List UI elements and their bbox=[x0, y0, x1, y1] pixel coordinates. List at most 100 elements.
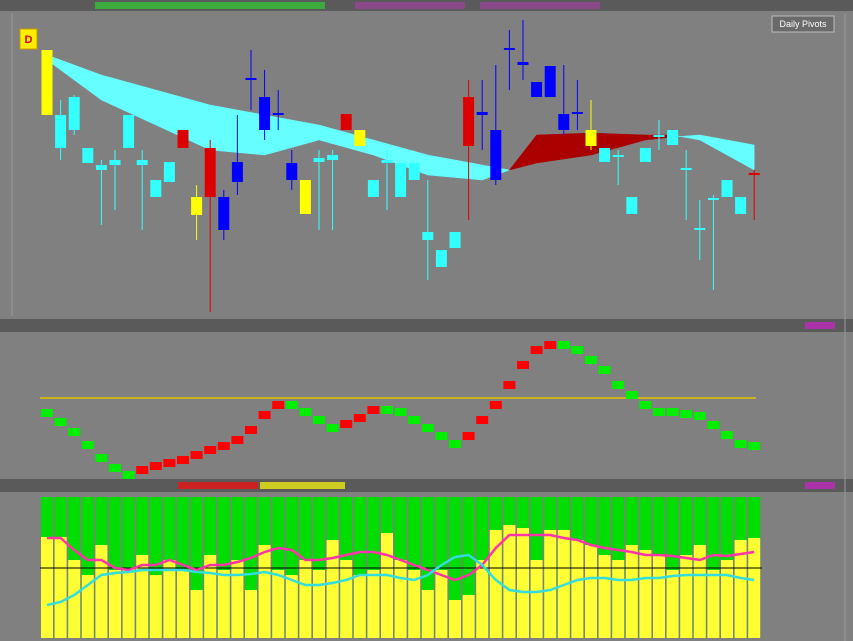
candle-body bbox=[41, 50, 53, 115]
candle-body bbox=[612, 155, 624, 157]
volume-bar bbox=[54, 537, 67, 638]
volume-bar bbox=[598, 555, 611, 638]
cloud-segment bbox=[536, 132, 592, 164]
oscillator-step bbox=[136, 466, 149, 474]
oscillator-step bbox=[258, 411, 271, 419]
cloud-segment bbox=[427, 154, 483, 181]
candle-body bbox=[490, 130, 502, 180]
candle-body bbox=[245, 78, 257, 80]
oscillator-step bbox=[54, 418, 67, 426]
volume-bar bbox=[122, 568, 135, 638]
volume-bar bbox=[231, 560, 244, 638]
oscillator-step bbox=[163, 459, 176, 467]
candle-body bbox=[667, 130, 679, 145]
candle-body bbox=[422, 232, 434, 240]
volume-bar bbox=[272, 570, 285, 638]
candle-body bbox=[435, 250, 447, 267]
candle-body bbox=[327, 155, 339, 160]
oscillator-step bbox=[95, 454, 108, 462]
candle-body bbox=[653, 135, 665, 137]
volume-bar bbox=[449, 600, 461, 638]
oscillator-step bbox=[653, 408, 665, 416]
oscillator-step bbox=[313, 416, 325, 424]
candle-body bbox=[163, 162, 175, 182]
volume-bar bbox=[204, 555, 217, 638]
oscillator-step bbox=[734, 440, 747, 448]
candle-body bbox=[82, 148, 94, 163]
oscillator-step bbox=[353, 414, 366, 422]
volume-bar bbox=[109, 570, 121, 638]
cloud-segment bbox=[264, 114, 320, 156]
volume-bar bbox=[163, 560, 176, 638]
oscillator-panel bbox=[40, 341, 761, 479]
oscillator-step bbox=[489, 401, 502, 409]
candle-body bbox=[123, 115, 135, 148]
volume-bar bbox=[149, 575, 162, 638]
volume-bar bbox=[285, 575, 298, 638]
oscillator-step bbox=[571, 346, 584, 354]
oscillator-step bbox=[190, 451, 203, 459]
price-panel bbox=[41, 20, 760, 312]
candle-body bbox=[191, 197, 203, 215]
volume-bar bbox=[653, 555, 665, 638]
volume-bar bbox=[177, 570, 189, 638]
oscillator-step bbox=[680, 410, 693, 418]
oscillator-step bbox=[81, 441, 94, 449]
badge-box bbox=[19, 28, 38, 50]
volume-bar bbox=[340, 560, 353, 638]
volume-bar bbox=[394, 560, 407, 638]
candle-body bbox=[177, 130, 189, 148]
oscillator-step bbox=[177, 456, 189, 464]
candle-body bbox=[68, 97, 80, 130]
volume-bar bbox=[81, 575, 94, 638]
candle-body bbox=[55, 115, 67, 148]
volume-bar bbox=[313, 570, 325, 638]
oscillator-step bbox=[585, 356, 597, 364]
candle-body bbox=[408, 163, 420, 180]
oscillator-step bbox=[476, 416, 489, 424]
volume-panel bbox=[40, 497, 762, 638]
volume-bar bbox=[326, 540, 339, 638]
oscillator-step bbox=[381, 406, 393, 414]
volume-bar bbox=[666, 570, 679, 638]
candle-body bbox=[272, 113, 284, 115]
candle-body bbox=[218, 197, 230, 230]
oscillator-step bbox=[639, 401, 652, 409]
volume-bar bbox=[544, 530, 557, 638]
candle-body bbox=[503, 48, 515, 50]
oscillator-step bbox=[707, 421, 720, 429]
volume-bar bbox=[517, 528, 529, 638]
button-label[interactable]: Daily Pivots bbox=[779, 19, 827, 29]
oscillator-step bbox=[204, 446, 217, 454]
oscillator-step bbox=[394, 408, 407, 416]
oscillator-step bbox=[109, 464, 121, 472]
oscillator-step bbox=[530, 346, 543, 354]
button[interactable] bbox=[771, 15, 835, 33]
volume-bar bbox=[571, 540, 584, 638]
oscillator-step bbox=[462, 432, 475, 440]
volume-bar bbox=[680, 555, 693, 638]
oscillator-step bbox=[693, 412, 706, 420]
candle-body bbox=[340, 114, 352, 130]
oscillator-step bbox=[149, 462, 162, 470]
header-block bbox=[805, 482, 835, 489]
candle-body bbox=[531, 82, 543, 97]
volume-bar bbox=[245, 590, 257, 638]
oscillator-step bbox=[122, 471, 135, 479]
volume-bar bbox=[136, 555, 149, 638]
header-block bbox=[260, 482, 345, 489]
oscillator-step bbox=[435, 432, 448, 440]
candle-body bbox=[136, 160, 148, 165]
candle-body bbox=[286, 163, 298, 180]
volume-bar bbox=[625, 545, 638, 638]
candle-body bbox=[626, 197, 638, 214]
candle-body bbox=[571, 112, 583, 114]
volume-bar bbox=[489, 530, 502, 638]
oscillator-step bbox=[449, 440, 461, 448]
oscillator-step bbox=[285, 401, 298, 409]
candle-body bbox=[748, 173, 760, 175]
candle-body bbox=[476, 112, 488, 115]
header-block bbox=[805, 322, 835, 329]
oscillator-step bbox=[217, 442, 230, 450]
